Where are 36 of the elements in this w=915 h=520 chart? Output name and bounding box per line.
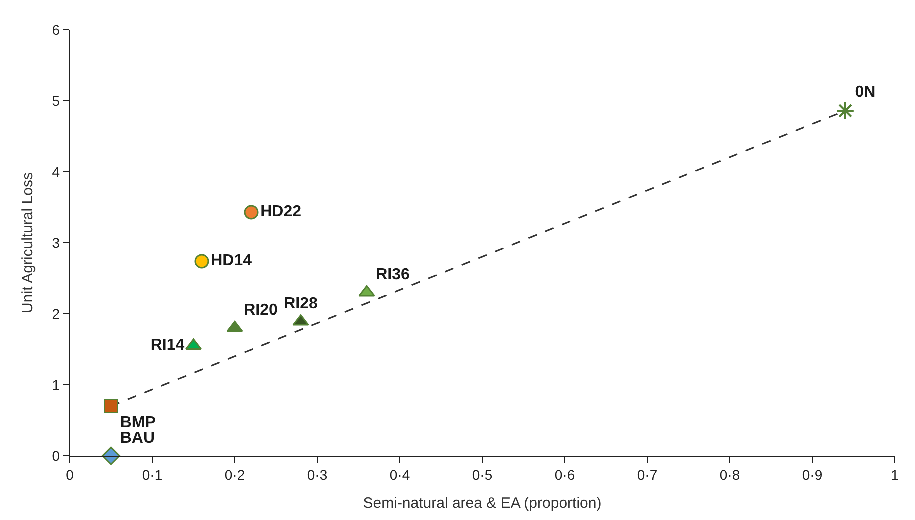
x-tick-label: 0·6 <box>554 466 576 483</box>
point <box>358 285 376 297</box>
x-tick-label: 0·8 <box>720 466 740 483</box>
series-label: RI20 <box>244 302 278 320</box>
y-tick-label: 2 <box>52 306 60 322</box>
x-tick-label: 0·7 <box>637 466 658 483</box>
series-label: HD22 <box>260 203 302 220</box>
point <box>244 205 259 220</box>
y-tick-label: 4 <box>52 164 60 180</box>
x-tick-label: 0·5 <box>472 466 493 483</box>
point <box>836 102 855 120</box>
x-tick-label: 0·3 <box>307 466 328 483</box>
series-label: RI28 <box>284 296 318 313</box>
y-tick-label: 6 <box>52 22 60 38</box>
y-tick-label: 5 <box>52 92 60 109</box>
x-tick-label: 0 <box>66 466 74 483</box>
x-tick-label: 0·1 <box>142 466 163 483</box>
x-tick-label: 0·4 <box>390 466 410 483</box>
x-tick-label: 1 <box>891 466 900 483</box>
x-tick-label: 0·2 <box>224 466 246 483</box>
series-label: 0N <box>855 84 876 102</box>
point <box>226 320 244 332</box>
y-tick-label: 0 <box>52 448 60 464</box>
point <box>104 399 118 414</box>
series-label: BAU <box>120 430 156 447</box>
point <box>102 446 120 466</box>
series-label: BMP <box>120 414 156 432</box>
y-axis-title: Unit Agricultural Loss <box>20 172 37 314</box>
series-label: HD14 <box>211 252 252 270</box>
series-label: RI14 <box>150 336 185 354</box>
point <box>194 254 210 269</box>
x-axis-title: Semi-natural area & EA (proportion) <box>363 494 602 512</box>
y-tick-label: 1 <box>52 376 60 393</box>
x-tick-label: 0·9 <box>802 466 823 483</box>
series-label: RI36 <box>376 266 410 284</box>
y-tick-label: 3 <box>52 234 60 251</box>
